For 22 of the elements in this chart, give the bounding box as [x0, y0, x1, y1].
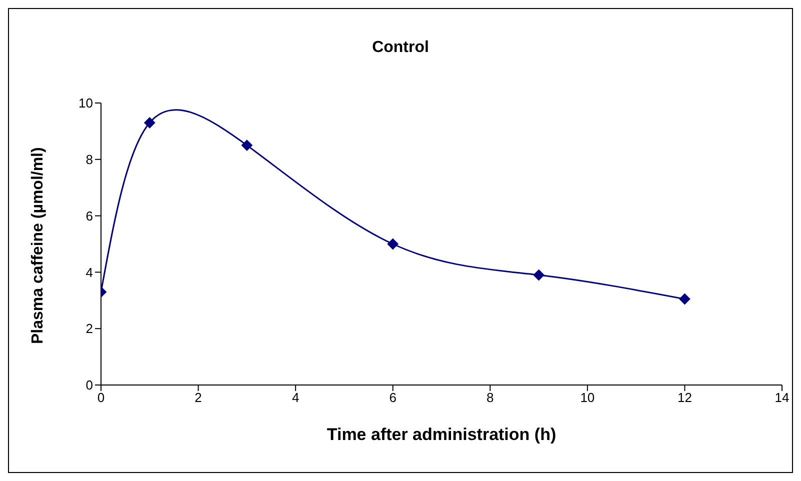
x-tick-label: 6: [389, 390, 396, 406]
chart-title: Control: [371, 39, 430, 57]
y-tick-label: 8: [86, 152, 93, 168]
x-tick-label: 10: [580, 390, 595, 406]
x-tick-label: 12: [677, 390, 692, 406]
point: [387, 238, 398, 250]
point: [144, 117, 156, 128]
y-tick-label: 10: [78, 96, 93, 111]
y-tick-label: 6: [86, 208, 93, 224]
y-tick-label: 0: [86, 378, 93, 393]
y-tick-label: 4: [86, 264, 93, 280]
point: [241, 140, 252, 151]
y-axis-title: Plasma caffeine (µmol/ml): [30, 147, 47, 344]
point: [679, 293, 690, 304]
x-tick-label: 4: [292, 390, 300, 406]
x-tick-label: 8: [486, 390, 494, 406]
x-axis-title: Time after administration (h): [326, 425, 556, 444]
x-tick-label: 0: [97, 390, 105, 406]
x-tick-label: 14: [774, 390, 790, 406]
y-tick-label: 2: [86, 321, 93, 336]
x-tick-label: 2: [194, 390, 202, 406]
point: [533, 270, 544, 281]
